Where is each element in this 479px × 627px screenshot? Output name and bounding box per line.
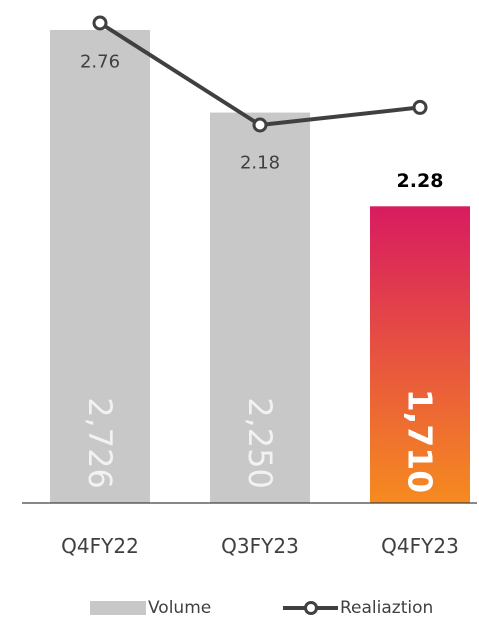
realization-value-label: 2.76 bbox=[80, 52, 120, 73]
bar-value-label: 2,726 bbox=[81, 397, 119, 489]
legend-volume-swatch bbox=[90, 601, 146, 615]
legend-realization-marker bbox=[306, 603, 317, 614]
legend-realization-label: Realiaztion bbox=[340, 598, 433, 618]
category-labels: Q4FY22 Q3FY23 Q4FY23 bbox=[61, 534, 459, 558]
realization-marker bbox=[94, 17, 106, 29]
category-label: Q3FY23 bbox=[221, 534, 299, 558]
category-label: Q4FY23 bbox=[381, 534, 459, 558]
legend-volume-label: Volume bbox=[148, 598, 211, 618]
category-label: Q4FY22 bbox=[61, 534, 139, 558]
bar-value-label: 2,250 bbox=[241, 397, 279, 489]
legend: Volume Realiaztion bbox=[90, 598, 433, 618]
realization-value-label: 2.28 bbox=[397, 170, 444, 192]
bars-layer: 2,726 2,250 1,710 bbox=[50, 30, 470, 503]
bar-value-label: 1,710 bbox=[401, 389, 440, 493]
realization-marker bbox=[414, 101, 426, 113]
realization-marker bbox=[254, 119, 266, 131]
realization-value-label: 2.18 bbox=[240, 153, 280, 174]
